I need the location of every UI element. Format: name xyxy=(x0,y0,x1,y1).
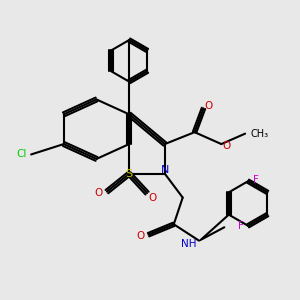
Text: S: S xyxy=(126,169,133,179)
Text: F: F xyxy=(253,175,258,185)
Text: O: O xyxy=(137,231,145,241)
Text: CH₃: CH₃ xyxy=(250,129,268,139)
Text: NH: NH xyxy=(181,238,196,249)
Text: F: F xyxy=(238,221,244,231)
Text: Cl: Cl xyxy=(16,149,27,160)
Text: N: N xyxy=(161,165,169,175)
Text: O: O xyxy=(222,141,230,152)
Text: O: O xyxy=(204,101,212,111)
Text: O: O xyxy=(94,188,102,198)
Text: O: O xyxy=(148,193,157,202)
